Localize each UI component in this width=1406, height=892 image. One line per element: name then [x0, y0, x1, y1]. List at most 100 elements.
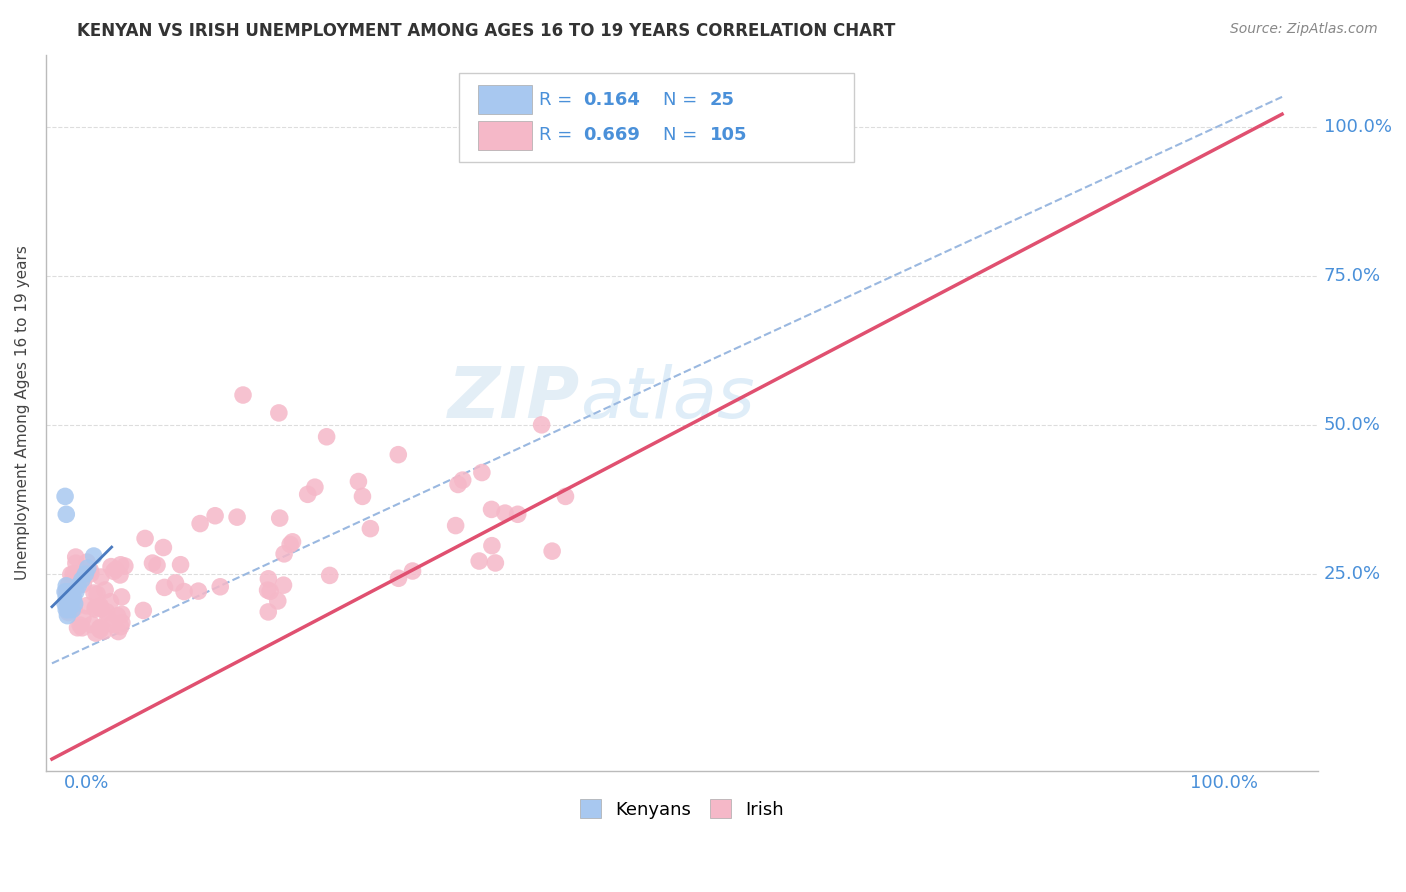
Point: [273, 547, 295, 561]
Point: [55, 584, 77, 599]
Point: [80, 566, 103, 581]
Point: [103, 565, 125, 579]
Point: [59, 567, 82, 582]
Point: [60, 597, 83, 611]
Point: [79, 563, 101, 577]
Point: [56, 591, 79, 605]
Point: [89, 622, 111, 636]
Point: [273, 578, 295, 592]
Point: [90, 570, 112, 584]
Point: [153, 581, 176, 595]
Point: [165, 575, 187, 590]
Point: [226, 510, 249, 524]
FancyBboxPatch shape: [478, 121, 531, 150]
Point: [111, 607, 134, 622]
Point: [66, 578, 89, 592]
Point: [59, 584, 82, 599]
Point: [506, 508, 529, 522]
Point: [204, 508, 226, 523]
Point: [110, 590, 132, 604]
Point: [152, 541, 174, 555]
Point: [55, 579, 77, 593]
Text: N =: N =: [662, 127, 703, 145]
Point: [111, 615, 134, 630]
Point: [69, 618, 91, 632]
Point: [94, 582, 117, 597]
Point: [187, 584, 209, 599]
Text: R =: R =: [540, 127, 578, 145]
Point: [401, 564, 423, 578]
Point: [63, 601, 86, 615]
Point: [96, 605, 118, 619]
Point: [146, 558, 169, 573]
Point: [80, 617, 103, 632]
Point: [481, 502, 503, 516]
Point: [89, 599, 111, 613]
Text: 0.164: 0.164: [582, 90, 640, 109]
Point: [132, 603, 155, 617]
Point: [76, 599, 98, 613]
Point: [89, 621, 111, 635]
Point: [110, 558, 132, 572]
Text: 100.0%: 100.0%: [1189, 773, 1258, 792]
Point: [387, 571, 409, 585]
Text: atlas: atlas: [581, 364, 755, 434]
Point: [56, 597, 79, 611]
Text: R =: R =: [540, 90, 578, 109]
Point: [232, 388, 254, 402]
Point: [83, 586, 105, 600]
Point: [55, 603, 77, 617]
Point: [169, 558, 191, 572]
Point: [108, 568, 131, 582]
Point: [70, 621, 93, 635]
Point: [55, 591, 77, 605]
Point: [173, 584, 195, 599]
Point: [104, 562, 127, 576]
Text: 25.0%: 25.0%: [1324, 565, 1381, 582]
Point: [281, 534, 304, 549]
Point: [447, 477, 470, 491]
Point: [267, 594, 290, 608]
Point: [257, 605, 280, 619]
Point: [451, 473, 474, 487]
Text: N =: N =: [662, 90, 703, 109]
Point: [471, 466, 494, 480]
Point: [65, 566, 87, 581]
Point: [56, 593, 79, 607]
Point: [60, 588, 83, 602]
Point: [58, 577, 80, 591]
Point: [110, 620, 132, 634]
Point: [84, 600, 107, 615]
Point: [352, 489, 374, 503]
Point: [72, 577, 94, 591]
Point: [318, 568, 340, 582]
Text: 100.0%: 100.0%: [1324, 118, 1392, 136]
Point: [75, 566, 97, 581]
Text: 25: 25: [710, 90, 735, 109]
Point: [67, 579, 90, 593]
Point: [56, 608, 79, 623]
Point: [65, 556, 87, 570]
Point: [554, 489, 576, 503]
Point: [256, 583, 278, 598]
Point: [107, 608, 129, 623]
Legend: Kenyans, Irish: Kenyans, Irish: [572, 792, 792, 826]
Point: [53, 597, 76, 611]
Point: [134, 532, 156, 546]
Point: [315, 430, 337, 444]
Point: [90, 601, 112, 615]
Point: [269, 511, 291, 525]
Point: [141, 556, 163, 570]
Text: 75.0%: 75.0%: [1324, 267, 1381, 285]
Point: [209, 580, 232, 594]
Point: [72, 571, 94, 585]
Point: [484, 556, 506, 570]
Point: [107, 624, 129, 639]
Point: [359, 522, 381, 536]
Point: [89, 623, 111, 637]
Point: [347, 475, 370, 489]
Point: [55, 508, 77, 522]
Point: [58, 603, 80, 617]
Point: [188, 516, 211, 531]
Y-axis label: Unemployment Among Ages 16 to 19 years: Unemployment Among Ages 16 to 19 years: [15, 245, 30, 581]
